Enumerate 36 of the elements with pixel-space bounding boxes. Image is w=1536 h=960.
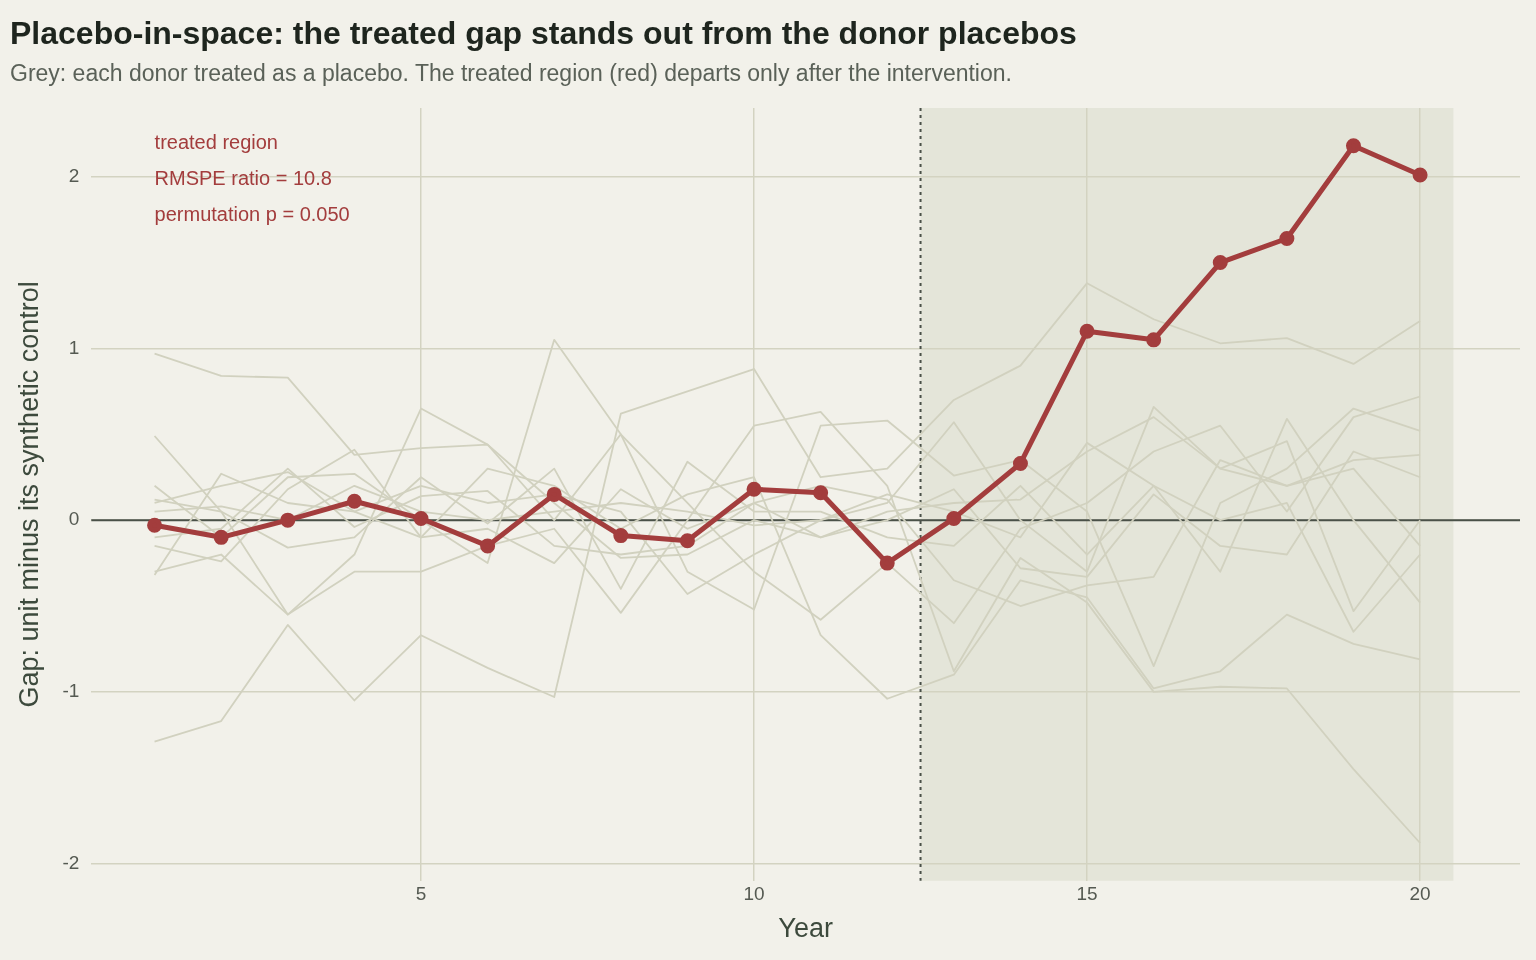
chart-subtitle: Grey: each donor treated as a placebo. The treated region (red) departs only after the intervention. (10, 59, 1012, 86)
point (1412, 167, 1428, 183)
point (213, 529, 229, 545)
y-tick-label: 0 (68, 508, 80, 530)
point (1279, 231, 1295, 247)
y-tick-label: -1 (62, 680, 80, 702)
point (1079, 323, 1095, 339)
point (346, 493, 362, 509)
point (546, 486, 562, 502)
y-tick-label: -2 (62, 851, 80, 873)
annotation: RMSPE ratio = 10.8 (154, 166, 332, 189)
point (879, 555, 895, 571)
y-tick-label: 1 (68, 336, 80, 358)
y-tick-label: 2 (68, 164, 80, 186)
chart-title: Placebo-in-space: the treated gap stands out from the donor placebos (10, 15, 1077, 52)
point (613, 528, 629, 544)
point (147, 517, 163, 533)
point (746, 481, 762, 497)
x-axis-title: Year (778, 913, 833, 944)
annotation: treated region (154, 130, 278, 153)
point (946, 510, 962, 526)
x-tick-label: 10 (743, 883, 765, 905)
point (679, 533, 695, 549)
point (280, 512, 296, 528)
annotation: permutation p = 0.050 (154, 202, 350, 225)
point (480, 538, 496, 554)
point (1012, 455, 1028, 471)
x-tick-label: 5 (415, 883, 427, 905)
point (1345, 138, 1361, 154)
point (1212, 255, 1228, 271)
x-tick-label: 20 (1409, 883, 1431, 905)
point (813, 485, 829, 501)
point (1146, 332, 1162, 348)
point (413, 510, 429, 526)
x-tick-label: 15 (1076, 883, 1098, 905)
y-axis-title: Gap: unit minus its synthetic control (13, 281, 44, 708)
